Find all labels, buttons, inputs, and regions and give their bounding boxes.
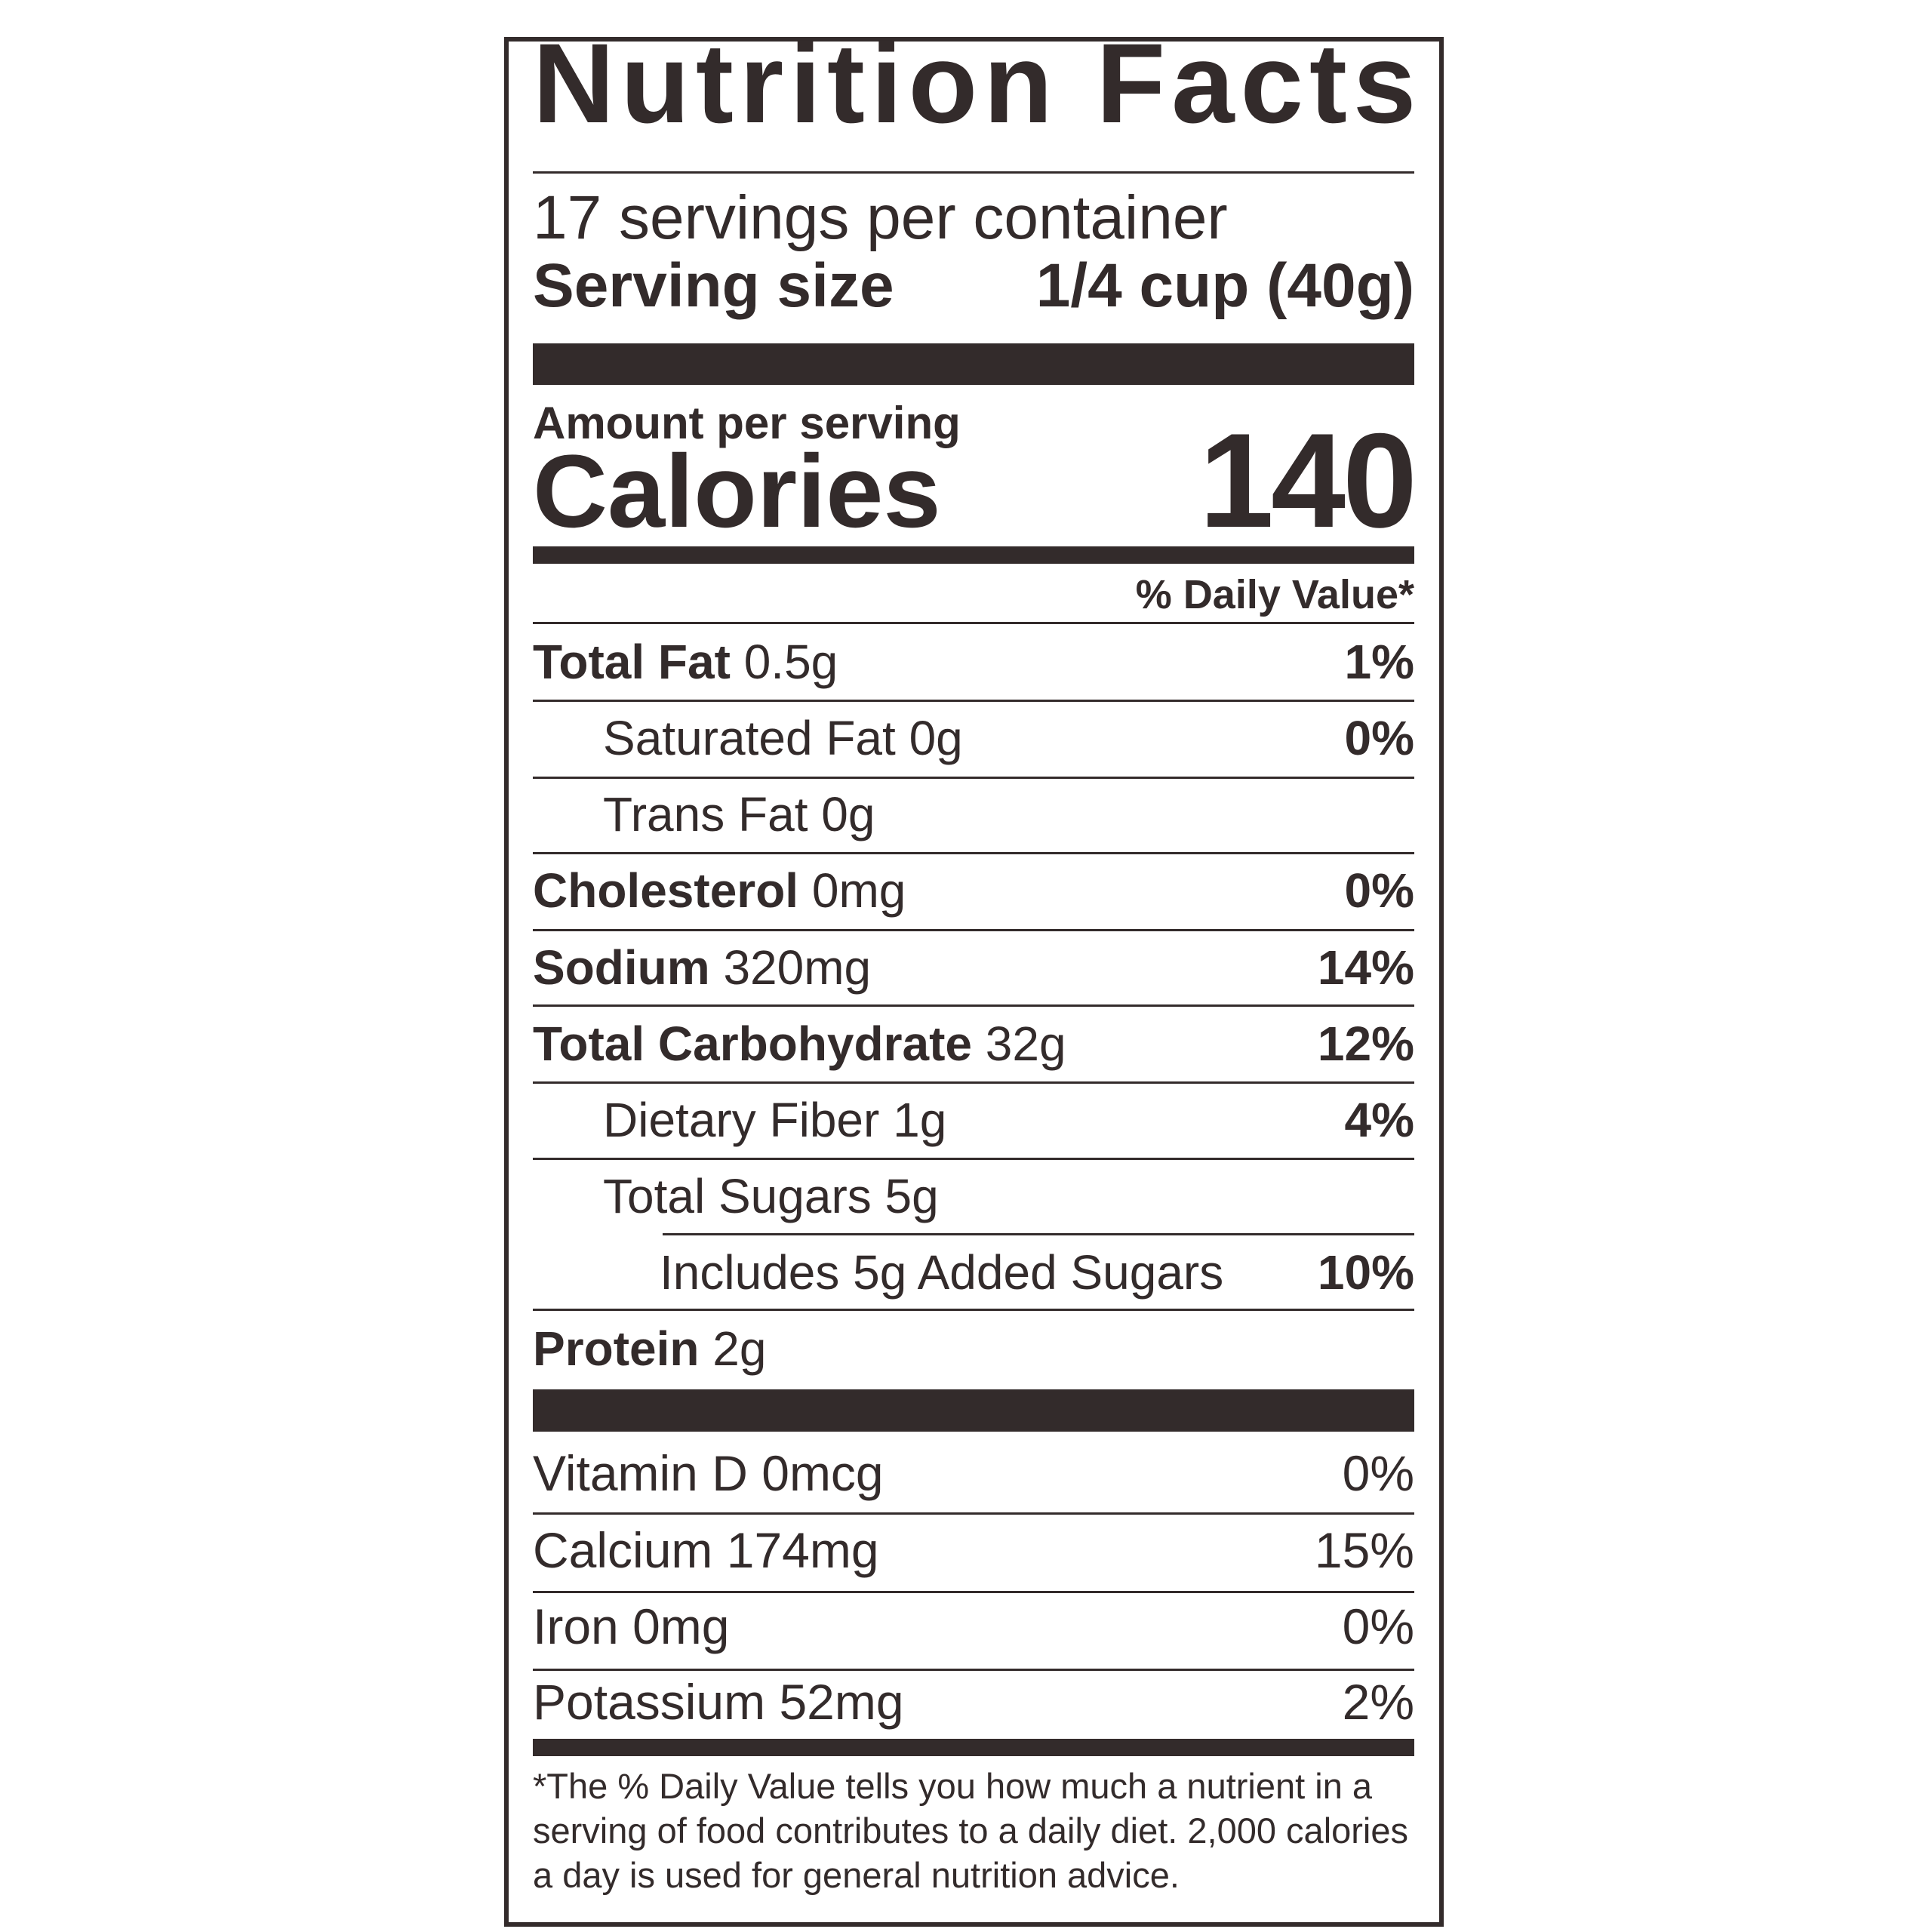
nutrient-name-amount: Sodium 320mg (533, 940, 872, 995)
calories-value: 140 (1199, 405, 1417, 555)
nutrient-row: Sodium 320mg 14% (533, 940, 1414, 995)
divider (663, 1233, 1414, 1235)
nutrient-row: Total Carbohydrate 32g 12% (533, 1017, 1414, 1071)
divider (533, 1512, 1414, 1515)
nutrient-name-amount: Total Fat 0.5g (533, 635, 838, 689)
nutrient-daily-value: 1% (1344, 635, 1415, 689)
nutrient-name-amount: Includes 5g Added Sugars (660, 1245, 1224, 1300)
nutrient-name-amount: Cholesterol 0mg (533, 863, 906, 918)
nutrient-daily-value: 14% (1317, 940, 1414, 995)
amount-per-serving: Amount per serving (533, 398, 961, 448)
nutrient-amount: 1g (893, 1093, 947, 1147)
vitamin-row: Vitamin D 0mcg 0% (533, 1445, 1414, 1502)
nutrient-daily-value: 12% (1317, 1017, 1414, 1071)
divider (533, 1309, 1414, 1311)
vitamin-amount: 174mg (726, 1522, 879, 1578)
vitamin-amount: 0mcg (761, 1445, 884, 1501)
label-title: Nutrition Facts (533, 20, 1423, 146)
vitamin-amount: 52mg (779, 1674, 904, 1730)
nutrient-daily-value: 10% (1317, 1245, 1414, 1300)
nutrient-amount: 0g (909, 711, 963, 765)
divider (533, 171, 1414, 174)
footnote: *The % Daily Value tells you how much a … (533, 1766, 1409, 1895)
divider (533, 929, 1414, 931)
calories-label: Calories (533, 434, 941, 549)
serving-size-label: Serving size (533, 251, 894, 320)
thick-bar (533, 343, 1414, 385)
servings-per-container: 17 servings per container (533, 183, 1228, 252)
medium-bar (533, 1739, 1414, 1756)
serving-size-row: Serving size 1/4 cup (40g) (533, 251, 1414, 321)
divider (533, 1591, 1414, 1593)
serving-size-value: 1/4 cup (40g) (1035, 251, 1414, 320)
nutrient-row: Cholesterol 0mg 0% (533, 863, 1415, 918)
nutrient-name: Protein (533, 1321, 700, 1376)
nutrient-daily-value: 4% (1344, 1093, 1415, 1147)
nutrient-amount: 2g (712, 1321, 767, 1376)
nutrient-row: Trans Fat 0g (603, 787, 1414, 841)
divider (533, 852, 1414, 854)
nutrient-row: Saturated Fat 0g 0% (603, 711, 1415, 765)
nutrient-row: Dietary Fiber 1g 4% (603, 1093, 1415, 1147)
vitamin-daily-value: 0% (1342, 1445, 1414, 1501)
divider (533, 777, 1414, 779)
nutrient-amount: 32g (985, 1017, 1066, 1071)
divider (533, 1669, 1414, 1671)
nutrient-row: Includes 5g Added Sugars 10% (660, 1245, 1414, 1300)
nutrient-name: Includes 5g Added Sugars (660, 1245, 1224, 1300)
vitamin-name-amount: Calcium 174mg (533, 1522, 879, 1579)
nutrient-daily-value: 0% (1344, 863, 1415, 918)
vitamin-name: Potassium (533, 1674, 766, 1730)
nutrient-name: Total Carbohydrate (533, 1017, 972, 1071)
nutrient-name-amount: Protein 2g (533, 1321, 767, 1376)
divider (533, 1004, 1414, 1007)
nutrient-amount: 0g (821, 787, 875, 841)
vitamin-daily-value: 0% (1342, 1598, 1414, 1654)
nutrient-amount: 0.5g (743, 635, 838, 689)
vitamin-daily-value: 15% (1314, 1522, 1414, 1578)
nutrient-name: Cholesterol (533, 863, 799, 918)
vitamin-name-amount: Iron 0mg (533, 1598, 730, 1655)
nutrient-name-amount: Dietary Fiber 1g (603, 1093, 947, 1147)
nutrient-amount: 0mg (811, 863, 906, 918)
divider (533, 1081, 1414, 1084)
nutrient-amount: 5g (884, 1169, 939, 1223)
nutrient-name-amount: Saturated Fat 0g (603, 711, 963, 765)
nutrient-amount: 320mg (723, 940, 872, 995)
vitamin-name-amount: Potassium 52mg (533, 1674, 904, 1730)
vitamin-name-amount: Vitamin D 0mcg (533, 1445, 884, 1502)
nutrient-name-amount: Trans Fat 0g (603, 787, 875, 841)
nutrient-name: Dietary Fiber (603, 1093, 880, 1147)
nutrition-label-border (504, 37, 1444, 1927)
vitamin-name: Iron (533, 1598, 619, 1654)
nutrient-name: Total Fat (533, 635, 731, 689)
divider (533, 700, 1414, 702)
daily-value-header: % Daily Value* (1135, 572, 1414, 617)
nutrient-daily-value: 0% (1344, 711, 1415, 765)
vitamin-amount: 0mg (632, 1598, 730, 1654)
nutrient-name-amount: Total Carbohydrate 32g (533, 1017, 1066, 1071)
thick-bar (533, 1389, 1414, 1432)
divider (533, 622, 1414, 624)
nutrient-name-amount: Total Sugars 5g (603, 1169, 939, 1223)
nutrient-row: Protein 2g (533, 1321, 1414, 1376)
medium-bar (533, 546, 1414, 564)
divider (533, 1158, 1414, 1160)
nutrient-name: Sodium (533, 940, 710, 995)
vitamin-name: Vitamin D (533, 1445, 748, 1501)
nutrient-name: Saturated Fat (603, 711, 896, 765)
vitamin-daily-value: 2% (1342, 1674, 1414, 1730)
nutrient-row: Total Fat 0.5g 1% (533, 635, 1414, 689)
vitamin-row: Iron 0mg 0% (533, 1598, 1414, 1655)
vitamin-name: Calcium (533, 1522, 713, 1578)
nutrient-name: Trans Fat (603, 787, 808, 841)
nutrient-name: Total Sugars (603, 1169, 872, 1223)
vitamin-row: Calcium 174mg 15% (533, 1522, 1414, 1579)
nutrient-row: Total Sugars 5g (603, 1169, 1414, 1223)
vitamin-row: Potassium 52mg 2% (533, 1674, 1414, 1730)
